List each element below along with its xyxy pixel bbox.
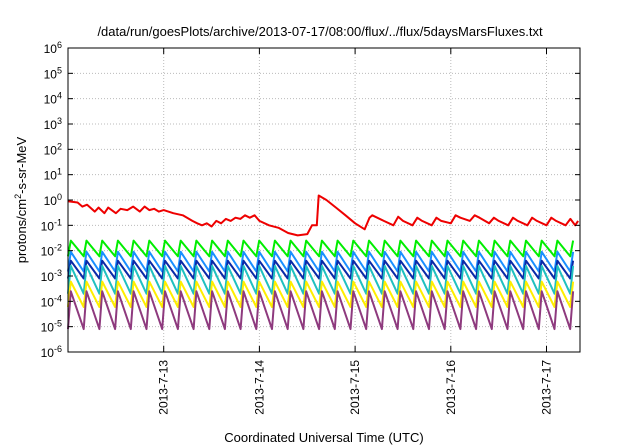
y-tick-label: 10-1	[41, 217, 62, 233]
y-tick-label: 100	[44, 192, 62, 208]
y-tick-label: 10-6	[41, 344, 62, 360]
series-line-4	[67, 264, 575, 295]
x-tick-label: 2013-7-13	[157, 360, 171, 415]
y-tick-label: 10-3	[41, 268, 62, 284]
x-tick-label: 2013-7-15	[348, 360, 362, 415]
y-tick-label: 101	[44, 167, 62, 183]
series-line-0	[67, 194, 579, 237]
series-group	[67, 194, 579, 331]
chart-title: /data/run/goesPlots/archive/2013-07-17/0…	[97, 24, 543, 39]
grid	[68, 48, 580, 352]
series-line-3	[67, 259, 575, 280]
y-tick-label: 105	[44, 65, 62, 81]
y-axis-label: protons/cm2-s-sr-MeV	[13, 136, 29, 263]
series-line-2	[67, 250, 575, 273]
y-tick-label: 103	[44, 116, 62, 132]
y-tick-label: 104	[44, 91, 62, 107]
x-axis: 2013-7-13 2013-7-14 2013-7-15 2013-7-16 2013…	[157, 48, 554, 415]
y-axis: 10-6 10-5 10-4 10-3 10-2 10-1 100 101 102 103 104 1…	[41, 40, 580, 360]
series-line-6	[67, 290, 575, 331]
y-tick-label: 102	[44, 141, 62, 157]
y-tick-label: 10-4	[41, 293, 62, 309]
x-tick-label: 2013-7-17	[540, 360, 554, 415]
x-axis-label: Coordinated Universal Time (UTC)	[224, 430, 423, 445]
y-tick-label: 106	[44, 40, 62, 56]
series-line-1	[67, 239, 575, 258]
x-tick-label: 2013-7-14	[252, 360, 266, 415]
y-tick-label: 10-5	[41, 319, 62, 335]
x-tick-label: 2013-7-16	[444, 360, 458, 415]
y-tick-label: 10-2	[41, 243, 62, 259]
series-line-5	[67, 280, 575, 308]
